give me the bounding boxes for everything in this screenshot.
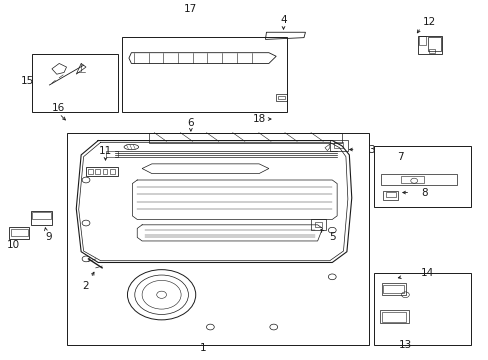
Text: 12: 12 [422, 17, 435, 27]
Bar [381, 312, 406, 321]
Bar [417, 36, 441, 54]
Text: 10: 10 [6, 239, 20, 249]
Text: 8: 8 [421, 188, 427, 198]
Bar [31, 211, 52, 225]
Bar [32, 212, 51, 220]
Text: 18: 18 [252, 114, 265, 124]
Bar [95, 169, 100, 174]
Bar [427, 37, 440, 51]
Text: 15: 15 [21, 76, 34, 86]
Text: 11: 11 [99, 146, 112, 156]
Bar [385, 192, 395, 197]
Bar [315, 222, 322, 227]
Bar [329, 140, 347, 150]
Bar [9, 226, 29, 239]
Bar [382, 285, 404, 293]
Bar [428, 49, 434, 53]
Text: 14: 14 [420, 268, 433, 278]
Bar [88, 169, 93, 174]
Bar [381, 283, 406, 295]
Bar [373, 146, 470, 207]
Text: 16: 16 [52, 103, 65, 113]
Bar [276, 94, 286, 101]
Bar [122, 37, 287, 112]
Text: 6: 6 [187, 118, 194, 128]
Bar [277, 96, 285, 99]
Text: 5: 5 [328, 232, 335, 242]
Text: 13: 13 [398, 340, 411, 350]
Bar [32, 54, 118, 112]
Bar [110, 169, 115, 174]
Bar [418, 36, 426, 45]
Text: 7: 7 [396, 152, 403, 162]
Text: 1: 1 [199, 343, 206, 353]
Bar [333, 142, 343, 148]
Bar [380, 174, 456, 185]
Text: 17: 17 [184, 4, 197, 14]
Bar [311, 220, 325, 230]
Bar [373, 273, 470, 345]
Text: 2: 2 [82, 281, 89, 291]
Bar [11, 229, 27, 235]
Bar [86, 167, 118, 176]
Bar [400, 176, 423, 183]
Bar [379, 310, 408, 323]
Text: 3: 3 [367, 144, 374, 154]
Bar [383, 191, 397, 200]
Text: 4: 4 [280, 15, 286, 26]
Bar [102, 169, 107, 174]
Text: 9: 9 [45, 232, 52, 242]
Bar [149, 134, 341, 143]
Bar [66, 134, 368, 345]
